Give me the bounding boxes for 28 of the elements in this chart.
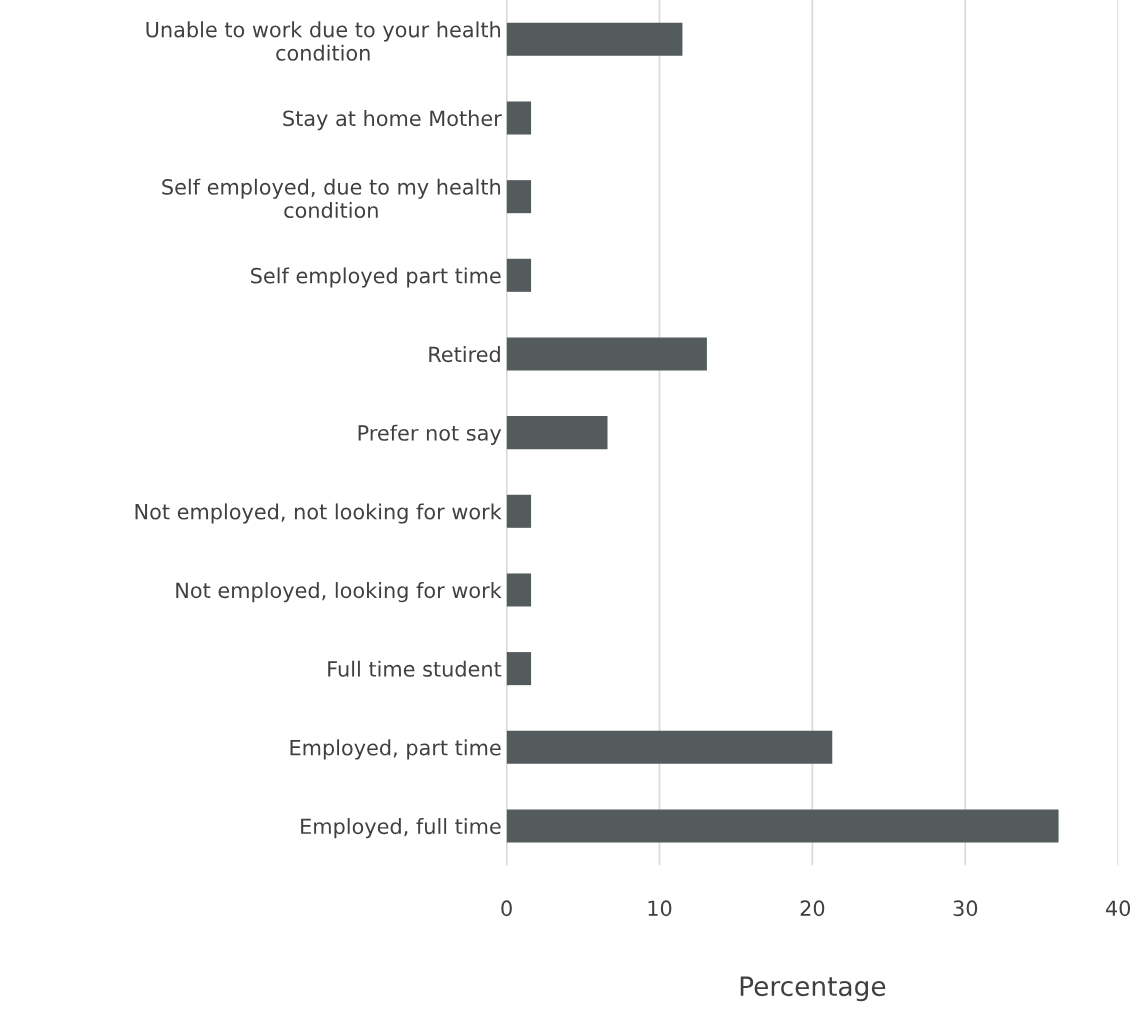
y-tick-label: Unable to work due to your health condition	[146, 21, 500, 61]
y-tick-label: Employed, part time	[290, 739, 501, 760]
bar	[506, 101, 532, 135]
x-tick-label: 20	[800, 900, 825, 917]
bar	[506, 573, 532, 607]
bar	[506, 416, 608, 450]
y-tick-label: Prefer not say	[358, 424, 502, 445]
bar	[506, 809, 1059, 843]
y-tick-label: Retired	[429, 346, 500, 363]
y-tick-label: Stay at home Mother	[283, 110, 502, 131]
bar	[506, 337, 707, 371]
y-tick-label: Not employed, looking for work	[176, 582, 502, 603]
bar	[506, 22, 683, 56]
x-axis-title: Percentage	[740, 976, 886, 1002]
y-tick-label: Self employed part time	[251, 267, 501, 288]
bar	[506, 730, 833, 764]
y-tick-label: Not employed, not looking for work	[135, 503, 502, 524]
bar	[506, 494, 532, 528]
x-tick-label: 10	[648, 900, 672, 917]
x-tick-label: 0	[501, 900, 512, 917]
x-tick-label: 30	[953, 900, 978, 917]
y-tick-label: Employed, full time	[301, 818, 501, 839]
y-tick-label: Full time student	[328, 660, 502, 677]
bar	[506, 652, 532, 686]
bar	[506, 180, 532, 214]
x-tick-label: 40	[1105, 900, 1131, 917]
bar	[506, 258, 532, 292]
y-tick-label: Self employed, due to my health condition	[162, 178, 500, 219]
